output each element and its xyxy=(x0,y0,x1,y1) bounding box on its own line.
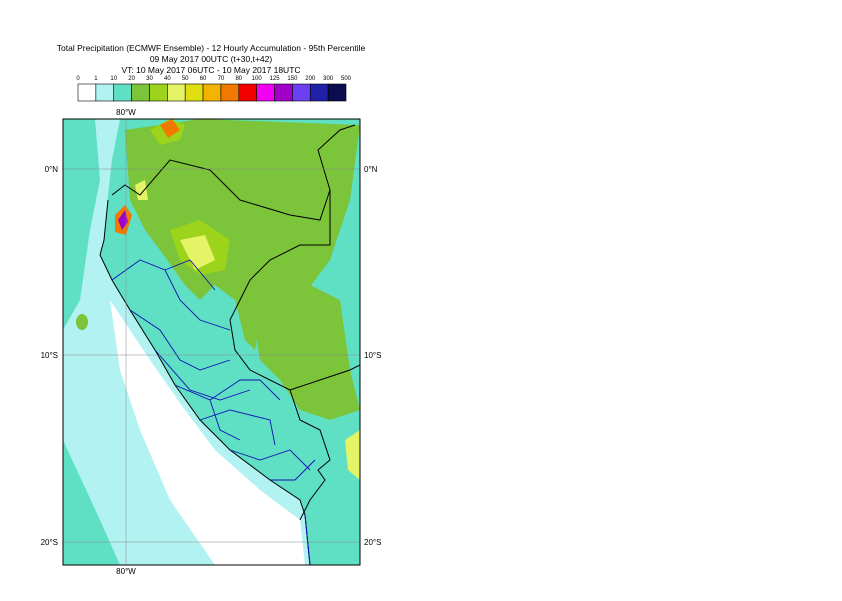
colorbar-label: 300 xyxy=(323,76,334,82)
colorbar-box xyxy=(184,83,204,102)
colorbar-box xyxy=(292,83,311,102)
lat-label: 10°S xyxy=(364,351,381,360)
colorbar-box xyxy=(238,83,257,102)
colorbar-label: 80 xyxy=(235,76,242,82)
colorbar-box xyxy=(95,83,115,102)
colorbar-label: 500 xyxy=(341,76,352,82)
colorbar-box xyxy=(149,83,168,102)
colorbar-label: 10 xyxy=(110,76,117,82)
lon-label: 80°W xyxy=(116,567,136,576)
colorbar-label: 125 xyxy=(270,76,281,82)
lat-label: 0°N xyxy=(364,165,378,174)
valid-time: VT: 10 May 2017 06UTC - 10 May 2017 18UT… xyxy=(121,65,300,75)
lat-label: 20°S xyxy=(41,538,58,547)
colorbar-label: 100 xyxy=(252,76,263,82)
lat-label: 10°S xyxy=(41,351,58,360)
colorbar-label: 40 xyxy=(164,76,171,82)
colorbar-label: 60 xyxy=(200,76,207,82)
title: Total Precipitation (ECMWF Ensemble) - 1… xyxy=(57,43,366,53)
subtitle: 09 May 2017 00UTC (t+30,t+42) xyxy=(150,54,273,64)
colorbar-box xyxy=(220,83,240,102)
colorbar-box xyxy=(113,83,132,102)
map: 0°N 0°N 10°S 10°S 20°S 20°S 80°W 80°W xyxy=(41,108,382,576)
colorbar-label: 50 xyxy=(182,76,189,82)
colorbar: 0 1 10 20 30 40 50 60 70 80 100 125 150 200 300 500 xyxy=(76,76,352,102)
colorbar-box xyxy=(202,83,222,102)
lon-label: 80°W xyxy=(116,108,136,117)
colorbar-box xyxy=(167,83,186,102)
colorbar-box xyxy=(77,83,97,102)
colorbar-label: 0 xyxy=(76,76,80,82)
colorbar-label: 20 xyxy=(128,76,135,82)
colorbar-label: 200 xyxy=(305,76,316,82)
colorbar-box xyxy=(274,83,293,102)
colorbar-label: 1 xyxy=(94,76,98,82)
colorbar-label: 30 xyxy=(146,76,153,82)
colorbar-label: 70 xyxy=(218,76,225,82)
colorbar-label: 150 xyxy=(287,76,298,82)
colorbar-box xyxy=(256,83,275,102)
colorbar-box xyxy=(327,83,347,102)
colorbar-box xyxy=(309,83,329,102)
colorbar-box xyxy=(131,83,150,102)
lat-label: 0°N xyxy=(45,165,59,174)
lat-label: 20°S xyxy=(364,538,381,547)
